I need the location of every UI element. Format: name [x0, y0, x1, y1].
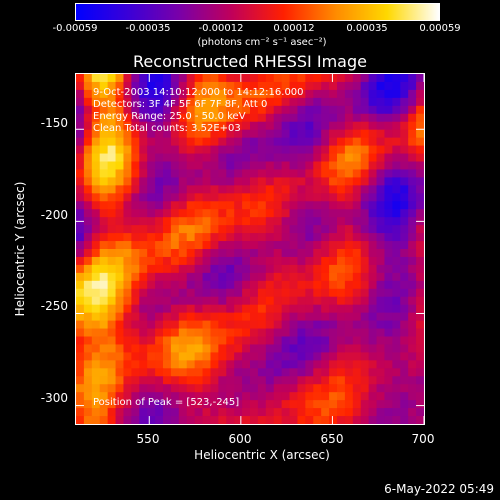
y-tick-label: -150 [40, 116, 68, 130]
annotation-peak-position: Position of Peak = [523,-245] [93, 397, 240, 408]
y-axis-label: Heliocentric Y (arcsec) [13, 181, 27, 317]
plot-timestamp: 6-May-2022 05:49 [384, 482, 494, 496]
x-tick-label: 650 [320, 432, 344, 446]
annotation-energy-range: Energy Range: 25.0 - 50.0 keV [93, 111, 246, 122]
colorbar-tick-label: 0.00059 [419, 23, 461, 34]
colorbar-units: (photons cm⁻² s⁻¹ asec⁻²) [197, 37, 327, 48]
y-tick-label: -250 [40, 299, 68, 313]
annotation-detectors: Detectors: 3F 4F 5F 6F 7F 8F, Att 0 [93, 99, 268, 110]
heatmap-image [76, 74, 424, 424]
x-tick-label: 600 [228, 432, 252, 446]
y-tick-label: -300 [40, 391, 68, 405]
x-axis-label: Heliocentric X (arcsec) [194, 448, 330, 462]
colorbar-tick-label: 0.00012 [273, 23, 315, 34]
chart-title: Reconstructed RHESSI Image [133, 52, 367, 71]
colorbar-tick-label: 0.00035 [346, 23, 388, 34]
annotation-clean-counts: Clean Total counts: 3.52E+03 [93, 123, 241, 134]
colorbar-tick-label: -0.00059 [52, 23, 98, 34]
annotation-time-range: 9-Oct-2003 14:10:12.000 to 14:12:16.000 [93, 87, 304, 98]
colorbar-tick-label: -0.00035 [125, 23, 171, 34]
colorbar [75, 3, 440, 21]
plot-area [75, 73, 425, 425]
colorbar-tick-label: -0.00012 [198, 23, 244, 34]
x-tick-label: 700 [411, 432, 435, 446]
x-tick-label: 550 [136, 432, 160, 446]
y-tick-label: -200 [40, 208, 68, 222]
